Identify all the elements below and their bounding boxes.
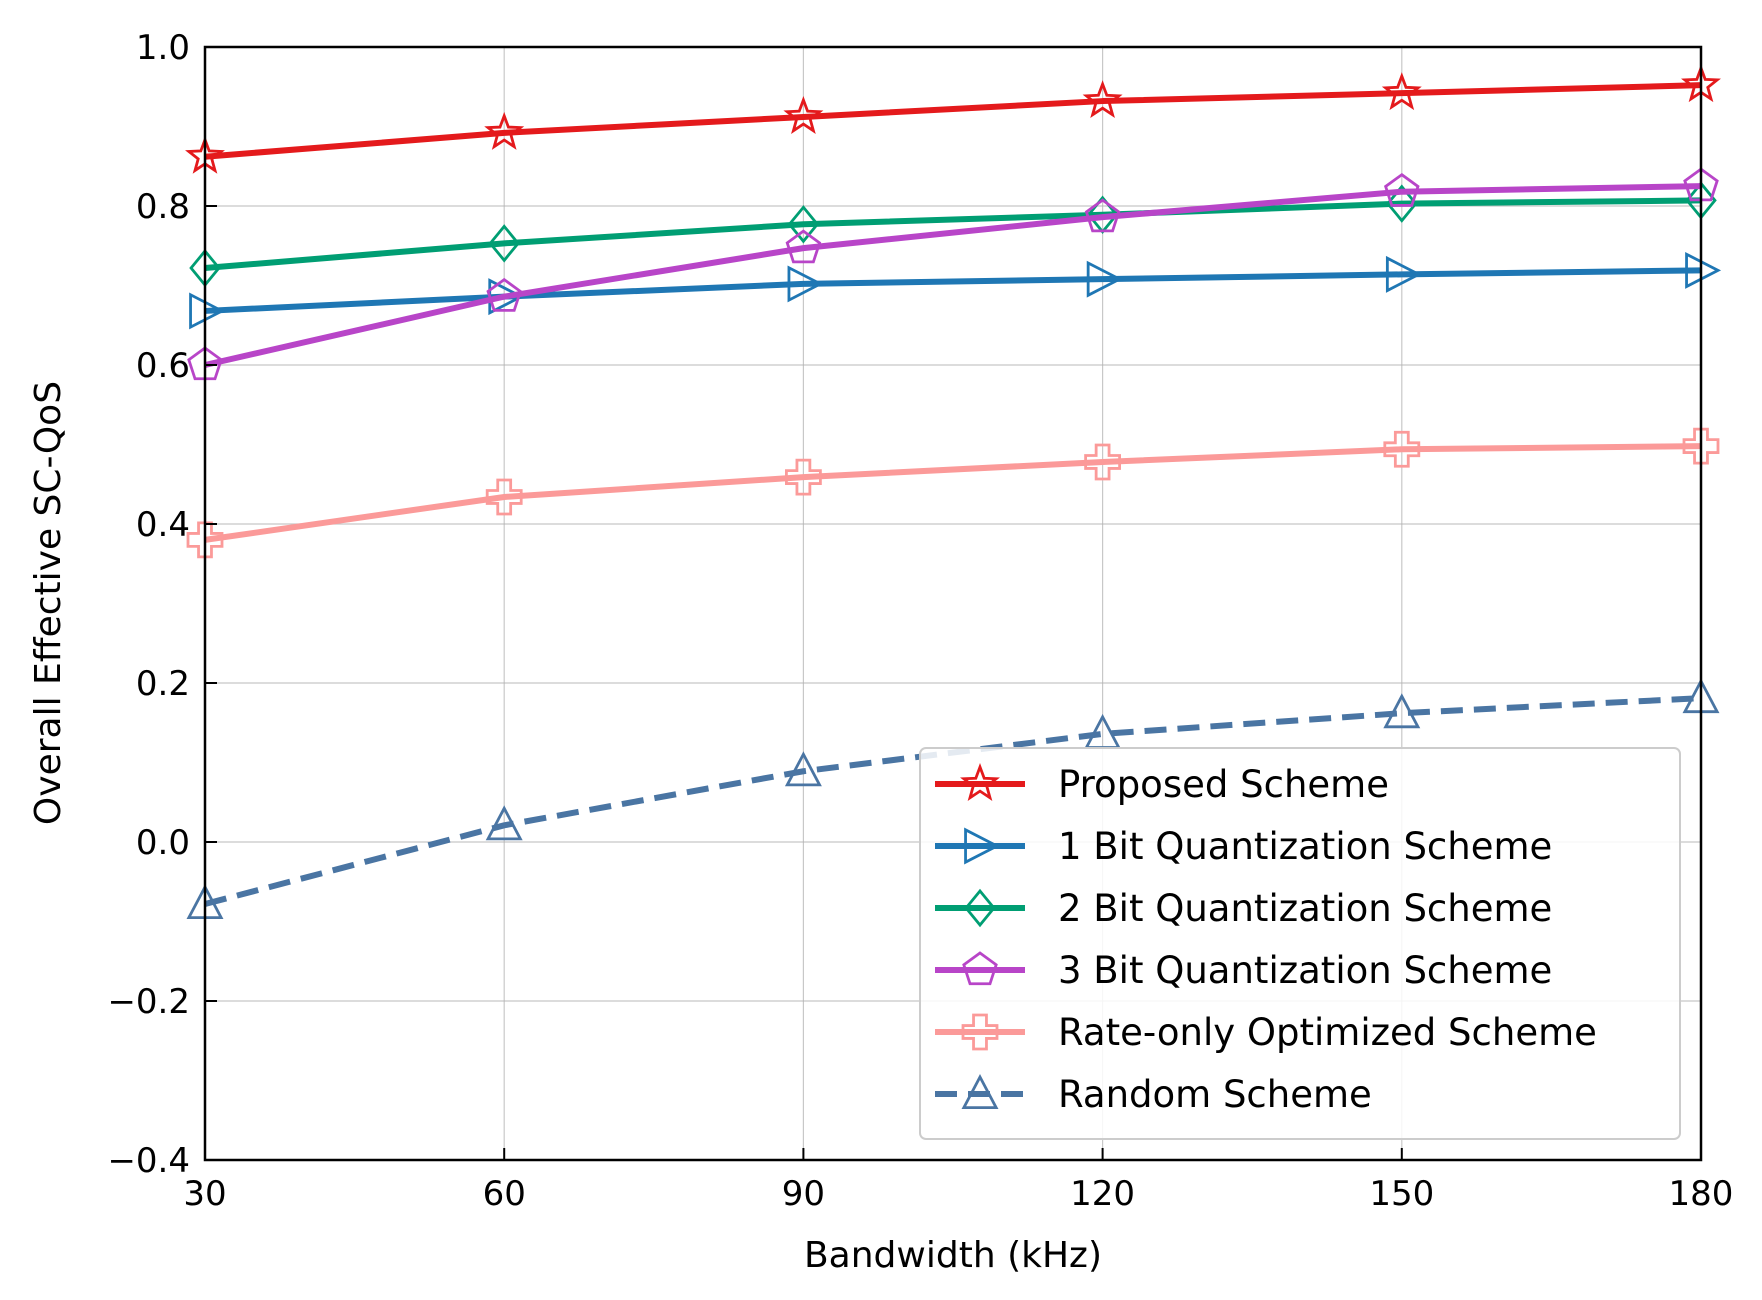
x-tick-label: 150: [1369, 1174, 1434, 1214]
series-proposed-scheme: [185, 64, 1721, 174]
data-point-marker: [1386, 184, 1418, 223]
legend: Proposed Scheme 1 Bit Quantization Scheme…: [919, 747, 1681, 1140]
legend-item: Random Scheme: [935, 1073, 1372, 1116]
legend-label: Random Scheme: [1058, 1073, 1372, 1116]
legend-marker: [962, 951, 998, 986]
data-point-marker: [1385, 255, 1422, 293]
y-axis-label: Overall Effective SC-QoS: [28, 381, 69, 825]
data-point-marker: [485, 805, 523, 841]
data-point-marker: [1084, 198, 1121, 233]
legend-label: Proposed Scheme: [1058, 763, 1389, 806]
data-point-marker: [1685, 251, 1722, 289]
series-rate-only-optimized-scheme: [186, 427, 1720, 559]
legend-marker: [964, 827, 1001, 865]
x-tick-label: 120: [1070, 1174, 1135, 1214]
data-point-marker: [484, 111, 525, 150]
series-line: [204, 82, 1702, 160]
y-tick-label: 0.6: [136, 346, 190, 386]
data-point-marker: [785, 229, 822, 264]
legend-label: 1 Bit Quantization Scheme: [1058, 825, 1552, 868]
y-tick-label: −0.2: [107, 982, 190, 1022]
y-tick-label: 0.4: [136, 505, 190, 545]
x-tick-label: 180: [1669, 1174, 1734, 1214]
data-point-marker: [485, 478, 523, 516]
series-line: [204, 183, 1702, 368]
data-point-marker: [189, 292, 226, 330]
data-point-marker: [1086, 260, 1123, 298]
legend-label: 2 Bit Quantization Scheme: [1058, 887, 1552, 930]
legend-marker: [961, 1013, 999, 1051]
legend-marker: [960, 763, 1000, 801]
data-point-marker: [785, 458, 822, 496]
data-point-marker: [784, 751, 822, 787]
legend-item: 3 Bit Quantization Scheme: [935, 949, 1552, 992]
x-axis-label: Bandwidth (kHz): [804, 1235, 1102, 1276]
plot-frame: [203, 45, 1703, 1162]
y-tick-label: 0.0: [136, 823, 190, 863]
legend-item: 1 Bit Quantization Scheme: [935, 825, 1552, 868]
x-tick-label: 60: [483, 1174, 526, 1214]
legend-item: Proposed Scheme: [935, 763, 1389, 806]
legend-item: Rate-only Optimized Scheme: [935, 1011, 1597, 1054]
data-point-marker: [1082, 80, 1123, 119]
data-point-marker: [486, 277, 523, 312]
legend-label: 3 Bit Quantization Scheme: [1058, 949, 1552, 992]
data-point-marker: [1084, 443, 1121, 481]
data-point-marker: [186, 521, 224, 559]
series-line: [204, 443, 1702, 543]
data-point-marker: [787, 205, 820, 244]
data-point-marker: [1383, 430, 1421, 468]
series-line: [204, 197, 1702, 271]
y-tick-label: 0.8: [136, 187, 190, 227]
data-point-marker: [1682, 427, 1720, 465]
legend-label: Rate-only Optimized Scheme: [1058, 1011, 1597, 1054]
x-tick-label: 30: [183, 1174, 226, 1214]
legend-box: [919, 747, 1681, 1140]
y-tick-label: −0.4: [107, 1141, 190, 1181]
data-point-marker: [1383, 693, 1421, 729]
y-tick-label: 1.0: [136, 28, 190, 68]
x-tick-label: 90: [782, 1174, 825, 1214]
data-point-marker: [783, 95, 824, 134]
series-line: [204, 267, 1702, 314]
legend-marker: [964, 888, 996, 928]
data-point-marker: [787, 265, 824, 303]
data-point-marker: [488, 224, 520, 263]
legend-marker: [961, 1074, 999, 1109]
y-tick-label: 0.2: [136, 664, 190, 704]
legend-item: 2 Bit Quantization Scheme: [935, 887, 1552, 930]
data-point-marker: [1383, 172, 1420, 207]
axis-ticks: 30 60 90 120 150 180 −0.4 −0.2 0.0 0.2 0.4 0.6 0.8 1.…: [107, 28, 1733, 1214]
data-point-marker: [1381, 72, 1422, 111]
